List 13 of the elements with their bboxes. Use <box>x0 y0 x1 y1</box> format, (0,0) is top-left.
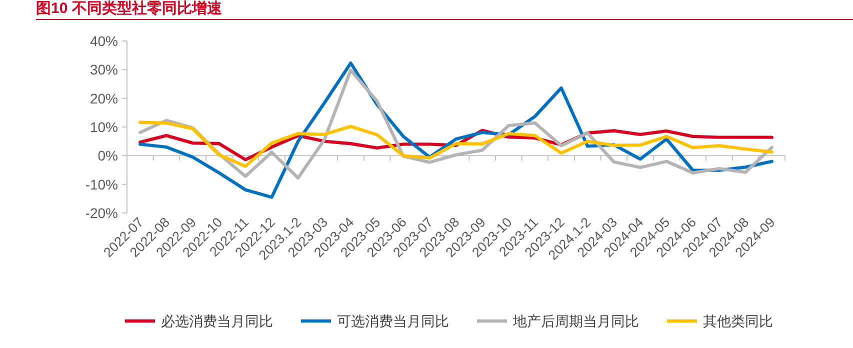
y-tick-label: 20% <box>90 90 118 106</box>
y-tick-label: -20% <box>85 205 118 221</box>
chart-title: 图10 不同类型社零同比增速 <box>36 0 223 17</box>
y-tick-label: 40% <box>90 33 118 49</box>
y-tick-label: 0% <box>98 148 118 164</box>
y-tick-label: -10% <box>85 176 118 192</box>
y-tick-label: 30% <box>90 62 118 78</box>
legend-label: 其他类同比 <box>703 313 773 329</box>
legend-label: 地产后周期当月同比 <box>512 313 639 329</box>
legend-label: 必选消费当月同比 <box>161 313 273 329</box>
line-series <box>138 120 774 168</box>
legend-label: 可选消费当月同比 <box>337 313 449 329</box>
y-tick-label: 10% <box>90 119 118 135</box>
